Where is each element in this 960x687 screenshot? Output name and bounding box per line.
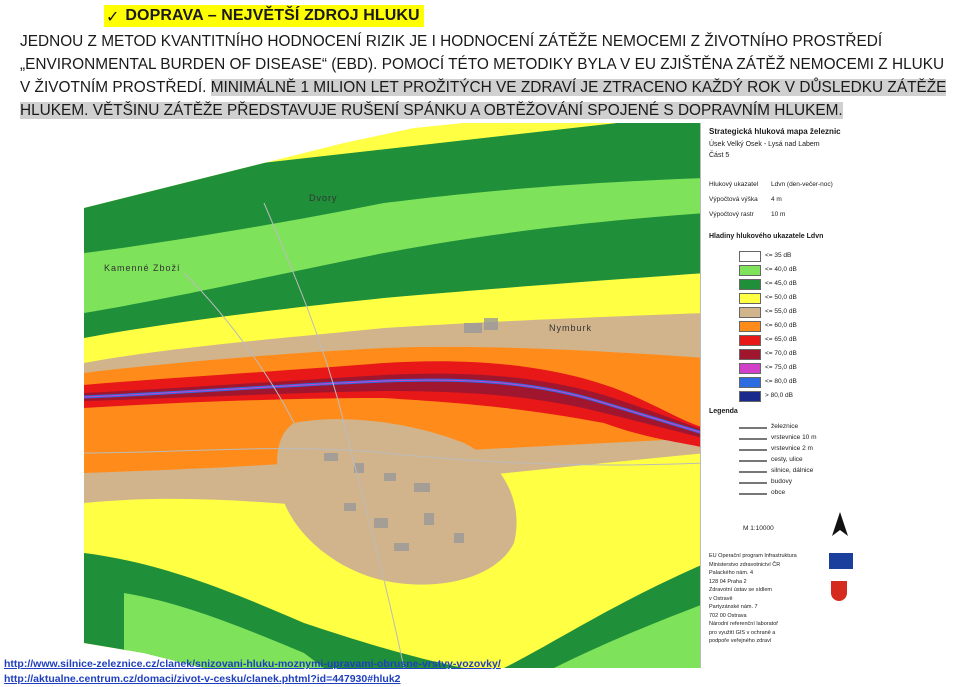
legend-item-label: silnice, dálnice bbox=[771, 467, 814, 474]
noise-map: Dvory Kamenné Zboží Nymburk bbox=[84, 123, 706, 668]
credit-line: 702 00 Ostrava bbox=[709, 612, 747, 619]
legend-item-label: obce bbox=[771, 489, 786, 496]
level-swatch bbox=[739, 265, 761, 276]
map-legend-panel: Strategická hluková mapa železnic Úsek V… bbox=[700, 123, 859, 668]
paragraph-plain: JEDNOU Z METOD KVANTITNÍHO HODNOCENÍ RIZ… bbox=[20, 33, 945, 96]
source-link-2[interactable]: http://aktualne.centrum.cz/domaci/zivot-… bbox=[4, 673, 401, 685]
legend-heading: Legenda bbox=[709, 408, 738, 415]
legend-item-symbol bbox=[739, 427, 767, 429]
level-swatch bbox=[739, 307, 761, 318]
levels-title: Hladiny hlukového ukazatele Ldvn bbox=[709, 233, 824, 240]
map-label-dvory: Dvory bbox=[309, 193, 338, 203]
legend-item-symbol bbox=[739, 460, 767, 462]
map-label-nymburk: Nymburk bbox=[549, 323, 592, 333]
credit-line: 128 04 Praha 2 bbox=[709, 578, 747, 585]
body-paragraph: JEDNOU Z METOD KVANTITNÍHO HODNOCENÍ RIZ… bbox=[20, 30, 955, 122]
map-label-kamenne-zbozi: Kamenné Zboží bbox=[104, 263, 181, 273]
level-label: <= 35 dB bbox=[765, 252, 792, 259]
height-label: Výpočtová výška bbox=[709, 196, 758, 203]
level-label: <= 50,0 dB bbox=[765, 294, 797, 301]
level-label: <= 70,0 dB bbox=[765, 350, 797, 357]
legend-title-1: Strategická hluková mapa železnic bbox=[709, 127, 841, 136]
credit-line: Zdravotní ústav se sídlem bbox=[709, 587, 772, 593]
legend-item-symbol bbox=[739, 482, 767, 484]
grid-label: Výpočtový rastr bbox=[709, 211, 754, 218]
level-swatch bbox=[739, 321, 761, 332]
legend-item-symbol bbox=[739, 493, 767, 495]
level-swatch bbox=[739, 279, 761, 290]
credit-line: EU Operační program Infrastruktura bbox=[709, 553, 797, 559]
checkmark-icon: ✓ bbox=[106, 6, 120, 26]
level-label: <= 60,0 dB bbox=[765, 322, 797, 329]
legend-item-symbol bbox=[739, 449, 767, 451]
legend-item-label: železnice bbox=[771, 423, 799, 430]
credit-line: podpoře veřejného zdraví bbox=[709, 638, 772, 644]
credit-line: Palackého nám. 4 bbox=[709, 570, 754, 576]
credit-line: Partyzánské nám. 7 bbox=[709, 604, 758, 610]
level-swatch bbox=[739, 335, 761, 346]
slide-title: ✓ DOPRAVA – NEJVĚTŠÍ ZDROJ HLUKU bbox=[104, 5, 424, 27]
credit-line: Ministerstvo zdravotnictví ČR bbox=[709, 561, 781, 568]
czech-emblem-icon bbox=[831, 581, 847, 601]
scale-text: M 1:10000 bbox=[743, 525, 774, 532]
level-swatch bbox=[739, 363, 761, 374]
level-label: <= 40,0 dB bbox=[765, 266, 797, 273]
level-swatch bbox=[739, 377, 761, 388]
credit-line: v Ostravě bbox=[709, 595, 733, 602]
level-label: > 80,0 dB bbox=[765, 392, 794, 399]
legend-item-label: vrstevnice 2 m bbox=[771, 445, 813, 452]
level-swatch bbox=[739, 349, 761, 360]
credit-line: pro využití GIS v ochraně a bbox=[709, 629, 776, 636]
legend-item-label: cesty, ulice bbox=[771, 456, 803, 463]
noise-map-graphic: Dvory Kamenné Zboží Nymburk bbox=[84, 123, 706, 668]
legend-item-label: vrstevnice 10 m bbox=[771, 434, 817, 441]
source-links: http://www.silnice-zeleznice.cz/clanek/s… bbox=[4, 657, 501, 687]
legend-item-label: budovy bbox=[771, 478, 792, 485]
north-arrow-icon bbox=[832, 512, 848, 541]
level-swatch bbox=[739, 391, 761, 402]
indicator-label: Hlukový ukazatel bbox=[709, 181, 759, 188]
indicator-value: Ldvn (den-večer-noc) bbox=[771, 181, 833, 188]
level-label: <= 55,0 dB bbox=[765, 308, 797, 315]
grid-value: 10 m bbox=[771, 211, 786, 218]
level-label: <= 80,0 dB bbox=[765, 378, 797, 385]
legend-title-2: Úsek Velký Osek - Lysá nad Labem bbox=[709, 141, 820, 148]
level-label: <= 75,0 dB bbox=[765, 364, 797, 371]
legend-item-symbol bbox=[739, 438, 767, 440]
height-value: 4 m bbox=[771, 196, 782, 203]
legend-title-3: Část 5 bbox=[709, 152, 730, 159]
legend-item-symbol bbox=[739, 471, 767, 473]
source-link-1[interactable]: http://www.silnice-zeleznice.cz/clanek/s… bbox=[4, 658, 501, 670]
level-label: <= 65,0 dB bbox=[765, 336, 797, 343]
level-swatch bbox=[739, 251, 761, 262]
eu-flag-icon bbox=[829, 553, 853, 569]
level-label: <= 45,0 dB bbox=[765, 280, 797, 287]
credit-line: Národní referenční laboratoř bbox=[709, 621, 779, 627]
title-text: DOPRAVA – NEJVĚTŠÍ ZDROJ HLUKU bbox=[125, 7, 420, 24]
level-swatch bbox=[739, 293, 761, 304]
